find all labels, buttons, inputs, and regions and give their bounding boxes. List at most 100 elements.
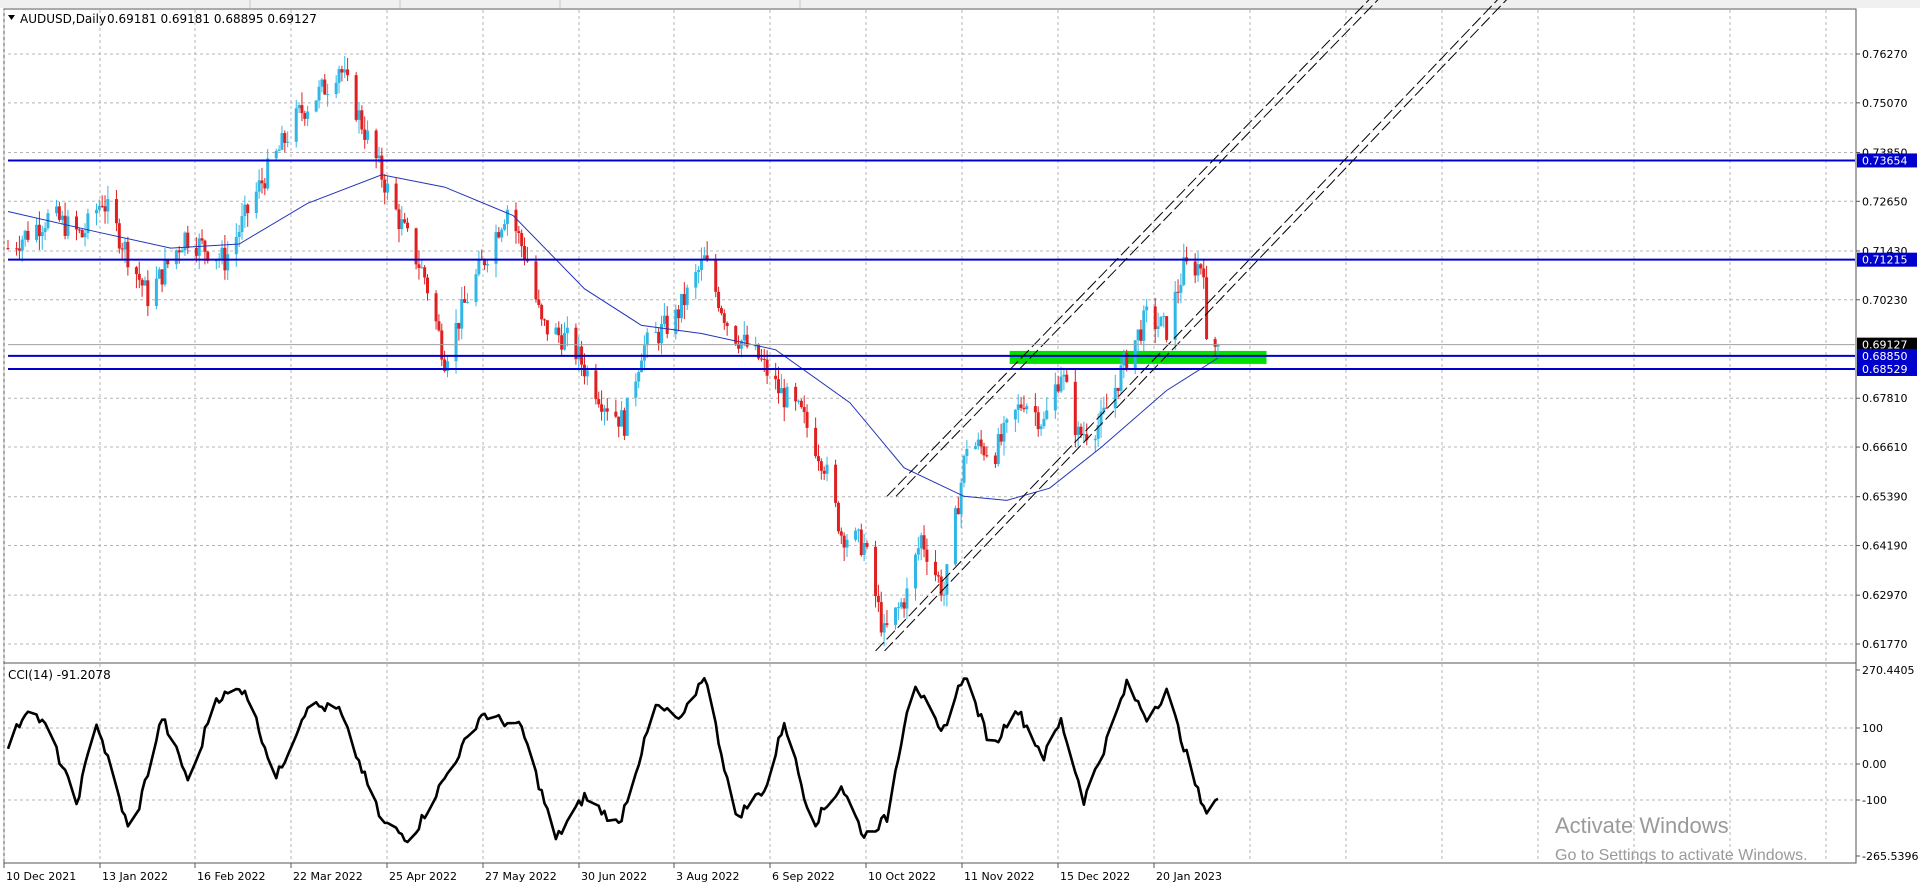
- candle-body: [874, 546, 878, 597]
- candle-body: [140, 279, 144, 286]
- candle-body: [842, 535, 846, 548]
- candle-body: [214, 260, 218, 262]
- candle-body: [134, 267, 138, 275]
- candle-body: [1116, 387, 1120, 391]
- candle-body: [243, 204, 247, 217]
- time-axis[interactable]: 10 Dec 2021 13 Jan 2022 16 Feb 2022 22 Mar …: [3, 863, 1222, 883]
- candle-body: [785, 386, 789, 408]
- candle-body: [306, 111, 310, 119]
- support-zone: [1009, 350, 1267, 364]
- candle-body: [234, 236, 238, 255]
- time-tick-label: 27 May 2022: [485, 870, 557, 883]
- candle-body: [665, 315, 669, 334]
- candle-body: [802, 406, 806, 412]
- candle-body: [1039, 426, 1043, 430]
- candle-body: [737, 343, 741, 349]
- level-price-label: 0.68529: [1862, 363, 1908, 376]
- candle-body: [1082, 434, 1086, 436]
- candle-body: [899, 602, 903, 608]
- candle-body: [300, 105, 304, 114]
- candle-body: [457, 322, 461, 329]
- candle-body: [822, 470, 826, 474]
- candle-body: [1065, 374, 1069, 382]
- candle-body: [645, 332, 649, 346]
- dropdown-triangle-icon[interactable]: [8, 15, 15, 20]
- candle-body: [1033, 406, 1037, 413]
- candle-body: [976, 439, 980, 447]
- cci-panel[interactable]: [3, 662, 1857, 864]
- candle-body: [1042, 418, 1046, 427]
- candle-body: [517, 231, 521, 234]
- candle-body: [43, 228, 47, 233]
- candle-body: [719, 308, 723, 314]
- cci-tick-label: -100: [1862, 794, 1887, 807]
- cci-tick-label: 270.4405: [1862, 664, 1915, 677]
- cci-tick-label: -265.5396: [1862, 850, 1918, 863]
- candle-body: [340, 69, 344, 73]
- candle-body: [1059, 376, 1063, 392]
- candle-body: [326, 94, 330, 96]
- candle-body: [654, 331, 658, 333]
- candle-body: [420, 267, 424, 269]
- candle-body: [894, 607, 898, 625]
- channel-line[interactable]: [895, 0, 1390, 497]
- channel-line[interactable]: [884, 0, 1519, 652]
- candle-body: [55, 206, 59, 214]
- candle-body: [537, 299, 541, 305]
- candle-body: [1125, 352, 1129, 370]
- candle-body: [86, 213, 90, 233]
- price-tick-label: 0.76270: [1862, 48, 1908, 61]
- candle-body: [280, 133, 284, 150]
- candle-body: [557, 327, 561, 336]
- candle-body: [765, 359, 769, 376]
- candle-body: [882, 623, 886, 633]
- candle-body: [540, 304, 544, 320]
- candle-body: [206, 251, 210, 261]
- candle-body: [597, 399, 601, 405]
- candle-body: [834, 464, 838, 503]
- candle-body: [999, 434, 1003, 442]
- cci-tick-label: 0.00: [1862, 758, 1887, 771]
- candle-body: [574, 327, 578, 360]
- candle-body: [585, 370, 589, 377]
- candle-body: [942, 594, 946, 596]
- candle-body: [642, 345, 646, 361]
- candle-body: [503, 224, 507, 230]
- candle-body: [933, 561, 937, 576]
- candle-body: [965, 448, 969, 456]
- activate-windows-title: Activate Windows: [1555, 813, 1729, 838]
- candle-body: [1193, 261, 1197, 276]
- support-zone-rect: [1009, 350, 1267, 364]
- candle-body: [146, 280, 150, 307]
- candle-body: [1013, 409, 1017, 420]
- candle-body: [1073, 381, 1077, 435]
- candle-body: [26, 230, 30, 240]
- price-scale[interactable]: 0.762700.750700.738500.726500.714300.702…: [8, 48, 1917, 651]
- candle-body: [819, 461, 823, 471]
- candle-body: [694, 271, 698, 288]
- time-tick-label: 30 Jun 2022: [581, 870, 647, 883]
- candle-body: [426, 277, 430, 294]
- candle-body: [705, 255, 709, 261]
- candle-body: [1016, 404, 1020, 410]
- candle-body: [905, 588, 909, 609]
- candle-body: [274, 150, 278, 159]
- cci-tick-label: 100: [1862, 722, 1883, 735]
- channel-line[interactable]: [886, 0, 1381, 497]
- time-tick-label: 22 Mar 2022: [293, 870, 363, 883]
- window-top-strip: [0, 0, 1920, 8]
- horizontal-levels[interactable]: [8, 159, 1855, 370]
- candle-body: [679, 293, 683, 319]
- price-panel[interactable]: [3, 8, 1857, 664]
- trend-channel[interactable]: [875, 0, 1519, 652]
- candle-body: [386, 183, 390, 193]
- level-price-label: 0.68850: [1862, 350, 1908, 363]
- candle-body: [60, 215, 64, 220]
- candle-body: [434, 293, 438, 322]
- channel-line[interactable]: [875, 0, 1510, 652]
- candle-body: [1022, 407, 1026, 410]
- candle-body: [1205, 277, 1209, 340]
- candle-body: [317, 86, 321, 101]
- candle-body: [157, 269, 161, 279]
